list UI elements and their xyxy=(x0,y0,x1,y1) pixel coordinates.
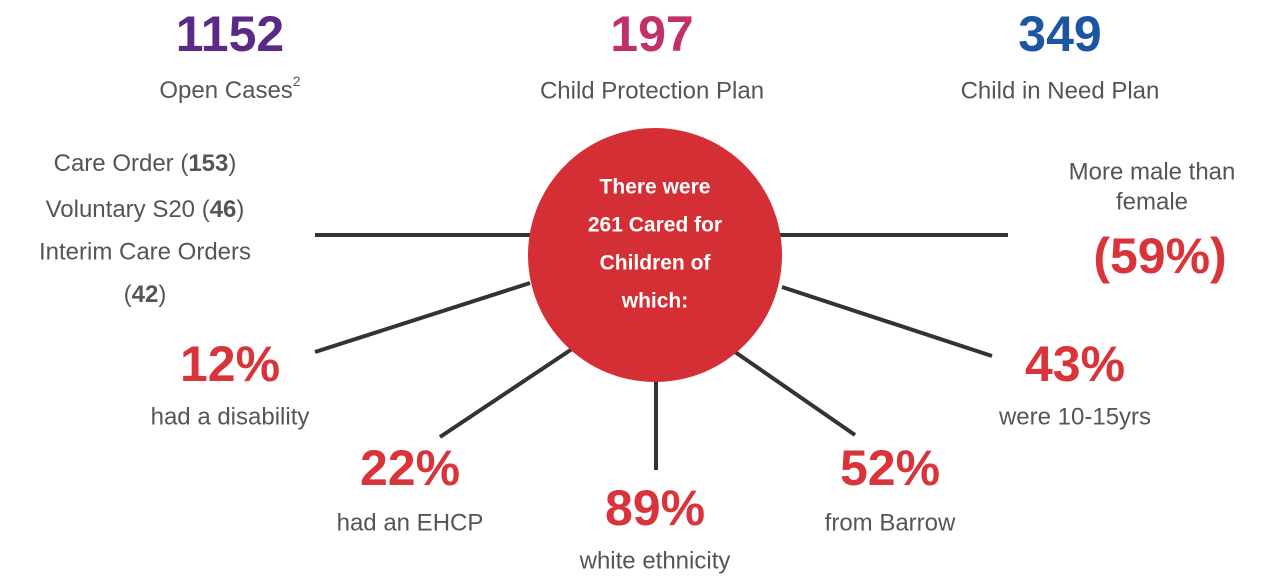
text: Care Order ( xyxy=(54,150,189,177)
count: 42 xyxy=(132,281,159,308)
text: ) xyxy=(228,150,236,177)
fact-label: had an EHCP xyxy=(337,509,484,536)
stat-value: 197 xyxy=(610,6,693,62)
connector xyxy=(733,350,857,437)
fact-label: had a disability xyxy=(151,403,310,430)
stat-label: Open Cases2 xyxy=(159,73,300,105)
connector xyxy=(781,285,993,358)
stat-label-text: Open Cases xyxy=(159,77,292,104)
text: ( xyxy=(124,281,132,308)
fact-value: 22% xyxy=(360,440,460,496)
stat-value: 349 xyxy=(1018,6,1101,62)
connector xyxy=(438,345,577,439)
legal-line: Voluntary S20 (46) xyxy=(46,196,245,223)
stat-value: 1152 xyxy=(176,6,284,62)
center-text: There were xyxy=(600,176,711,199)
fact-value: 12% xyxy=(180,336,280,392)
center-circle xyxy=(528,128,782,382)
connector xyxy=(314,281,531,354)
fact-value: 89% xyxy=(605,480,705,536)
text: Voluntary S20 ( xyxy=(46,196,210,223)
text: ) xyxy=(158,281,166,308)
stat-label: Child in Need Plan xyxy=(961,77,1160,104)
fact-value: 43% xyxy=(1025,336,1125,392)
fact-label: from Barrow xyxy=(825,509,956,536)
count: 46 xyxy=(210,196,237,223)
gender-text: female xyxy=(1116,188,1188,215)
fact-label: were 10-15yrs xyxy=(998,403,1151,430)
center-text: which: xyxy=(621,290,689,313)
gender-text: More male than xyxy=(1069,158,1236,185)
legal-line: Care Order (153) xyxy=(54,150,237,177)
fact-value: 52% xyxy=(840,440,940,496)
fact-label: white ethnicity xyxy=(579,547,731,574)
count: 153 xyxy=(188,150,228,177)
stat-label: Child Protection Plan xyxy=(540,77,764,104)
legal-line: Interim Care Orders xyxy=(39,238,251,265)
legal-line: (42) xyxy=(124,281,167,308)
center-text: Children of xyxy=(600,252,712,275)
gender-value: (59%) xyxy=(1093,228,1226,284)
center-text: 261 Cared for xyxy=(588,214,722,237)
text: ) xyxy=(236,196,244,223)
footnote: 2 xyxy=(293,73,301,89)
